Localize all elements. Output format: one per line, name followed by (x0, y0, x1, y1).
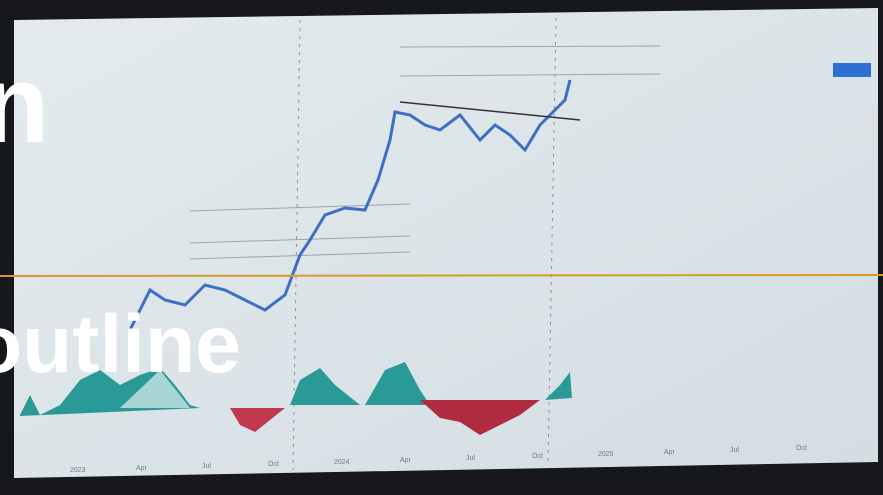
x-tick-label: Apr (136, 465, 148, 472)
price-tag (833, 63, 871, 77)
x-tick-label: Jul (466, 455, 475, 462)
x-tick-label: Jul (730, 447, 739, 454)
x-tick-label: 2024 (334, 459, 350, 466)
x-tick-label: 2023 (70, 467, 86, 474)
x-tick-label: Jul (202, 463, 211, 470)
overlay-text: outline (0, 299, 241, 390)
x-tick-label: Oct (532, 453, 543, 460)
x-tick-label: Oct (796, 445, 807, 452)
orange-line (0, 275, 883, 276)
overlay-text: n (0, 43, 49, 166)
x-tick-label: 2025 (598, 451, 614, 458)
x-tick-label: Oct (268, 461, 279, 468)
x-tick-label: Apr (664, 449, 676, 456)
x-tick-label: Apr (400, 457, 412, 464)
photo: 2023AprJulOct2024AprJulOct2025AprJulOct … (0, 0, 883, 495)
